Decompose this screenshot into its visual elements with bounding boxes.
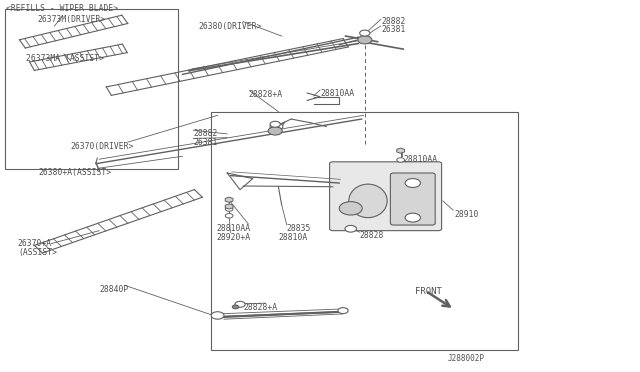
Text: <REFILLS - WIPER BLADE>: <REFILLS - WIPER BLADE> bbox=[6, 4, 118, 13]
Circle shape bbox=[405, 179, 420, 187]
FancyBboxPatch shape bbox=[330, 162, 442, 231]
Circle shape bbox=[225, 207, 233, 211]
Circle shape bbox=[338, 308, 348, 314]
Text: 26380(DRIVER>: 26380(DRIVER> bbox=[198, 22, 262, 31]
Text: 28910: 28910 bbox=[454, 210, 479, 219]
Circle shape bbox=[211, 312, 224, 319]
Circle shape bbox=[268, 127, 282, 135]
Circle shape bbox=[405, 213, 420, 222]
Circle shape bbox=[235, 301, 245, 307]
Circle shape bbox=[339, 202, 362, 215]
Bar bbox=[5, 9, 178, 169]
Ellipse shape bbox=[349, 184, 387, 218]
Text: 28920+A: 28920+A bbox=[216, 232, 250, 241]
Text: (ASSIST>: (ASSIST> bbox=[18, 248, 57, 257]
Text: 26373MA (ASSIST>: 26373MA (ASSIST> bbox=[26, 54, 104, 63]
Circle shape bbox=[358, 36, 372, 44]
Bar bbox=[211, 112, 518, 350]
Text: 28835: 28835 bbox=[287, 224, 311, 233]
Text: 26370(DRIVER>: 26370(DRIVER> bbox=[70, 142, 134, 151]
FancyBboxPatch shape bbox=[390, 173, 435, 225]
Circle shape bbox=[232, 305, 239, 309]
Text: 26370+A: 26370+A bbox=[18, 239, 52, 248]
Text: 28810AA: 28810AA bbox=[403, 155, 437, 164]
Text: 28882: 28882 bbox=[381, 17, 406, 26]
Circle shape bbox=[270, 123, 283, 130]
Text: 28810A: 28810A bbox=[278, 233, 308, 242]
Text: 26373M(DRIVER>: 26373M(DRIVER> bbox=[37, 15, 106, 24]
Text: 28828+A: 28828+A bbox=[243, 303, 277, 312]
Circle shape bbox=[397, 158, 404, 162]
Circle shape bbox=[345, 225, 356, 232]
Text: 28840P: 28840P bbox=[99, 285, 129, 294]
Text: 26380+A(ASSIST>: 26380+A(ASSIST> bbox=[38, 168, 111, 177]
Text: 28828: 28828 bbox=[360, 231, 384, 240]
Text: 26381: 26381 bbox=[381, 25, 406, 34]
Text: 28810AA: 28810AA bbox=[216, 224, 250, 233]
Circle shape bbox=[360, 30, 370, 36]
Text: 28810AA: 28810AA bbox=[320, 89, 354, 98]
Text: FRONT: FRONT bbox=[415, 287, 442, 296]
Text: 26381: 26381 bbox=[193, 138, 218, 147]
Circle shape bbox=[225, 214, 233, 218]
Circle shape bbox=[270, 121, 280, 127]
Text: 28882: 28882 bbox=[193, 129, 218, 138]
Text: 28828+A: 28828+A bbox=[248, 90, 282, 99]
Text: J288002P: J288002P bbox=[448, 354, 485, 363]
